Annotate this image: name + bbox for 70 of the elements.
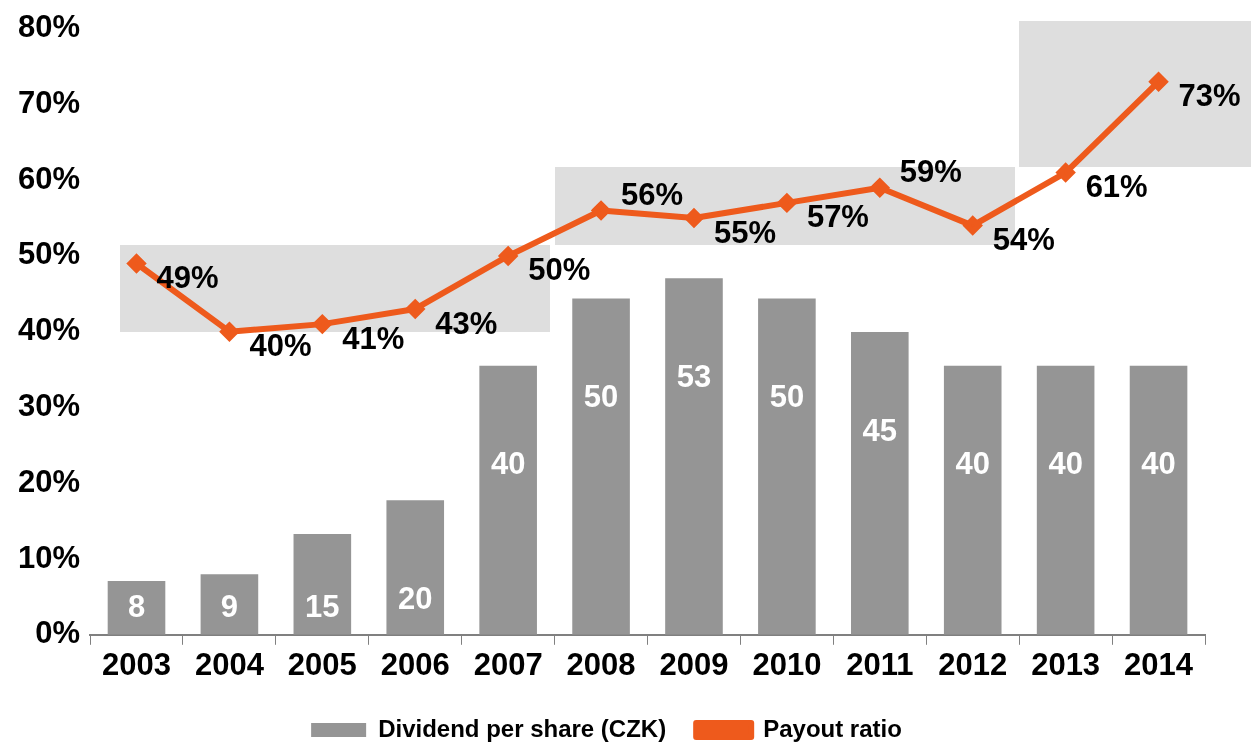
data-label: 15 [305,589,340,625]
x-tick-label: 2004 [194,646,265,682]
point [870,178,889,197]
data-label: 40 [1048,446,1083,482]
point [1056,163,1075,182]
point [406,299,425,318]
data-label: 49% [156,260,219,296]
point [777,193,796,212]
data-label: 55% [713,214,777,250]
x-tick-label: 2010 [752,646,822,682]
point [1149,72,1168,91]
y-tick-label: 20% [18,463,81,499]
data-label: 54% [992,222,1055,258]
data-label: 50% [528,252,591,288]
data-label: 40 [955,446,990,482]
data-label: 50 [769,378,805,414]
y-tick-label: 0% [35,615,81,651]
y-tick-label: 60% [18,160,81,196]
bar [758,298,816,635]
point [963,216,982,235]
legend-label: Dividend per share (CZK) [378,714,667,742]
x-tick-label: 2005 [287,646,357,682]
y-tick-label: 50% [18,236,81,272]
bar [293,533,352,635]
bar [572,298,630,635]
data-label: 41% [342,320,405,356]
x-tick-label: 2011 [846,646,914,682]
data-label: 45 [862,412,898,448]
x-tick-label: 2007 [473,646,543,682]
data-label: 8 [127,589,146,625]
data-label: 73% [1178,78,1241,114]
point [127,254,146,273]
data-label: 53 [676,358,712,394]
point [220,322,239,341]
data-label: 61% [1085,169,1148,205]
bar [386,500,445,635]
bar [665,278,723,635]
point [684,209,703,228]
legend-label: Payout ratio [763,714,902,742]
bar [479,365,537,635]
x-tick-label: 2014 [1124,646,1194,682]
data-label: 59% [899,154,962,190]
x-tick-label: 2009 [659,646,729,682]
bar [200,574,259,635]
data-label: 43% [435,305,498,341]
y-tick-label: 40% [18,312,81,348]
y-tick-label: 70% [18,84,81,120]
x-tick-label: 2006 [380,646,450,682]
x-tick-label: 2012 [938,646,1008,682]
x-tick-label: 2008 [566,646,636,682]
data-label: 50 [583,378,619,414]
data-label: 9 [220,589,239,625]
data-label: 40 [1141,446,1176,482]
point [499,246,518,265]
data-label: 20 [398,580,433,616]
point [592,201,611,220]
data-label: 56% [621,177,684,213]
bar [851,332,909,635]
data-label: 57% [806,199,869,235]
y-tick-label: 30% [18,388,81,424]
bar [1036,365,1095,635]
point [313,315,332,334]
data-label: 40% [249,328,312,364]
y-tick-label: 80% [18,9,81,45]
x-tick-label: 2013 [1031,646,1101,682]
bar [943,365,1002,635]
data-label: 40 [490,446,526,482]
x-tick-label: 2003 [102,646,171,682]
bar [1129,365,1188,635]
y-tick-label: 10% [18,539,81,575]
